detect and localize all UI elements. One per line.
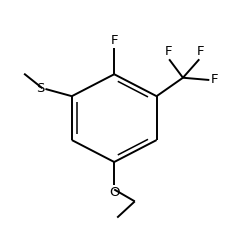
Text: F: F: [210, 74, 217, 86]
Text: F: F: [110, 34, 118, 47]
Text: F: F: [164, 45, 172, 58]
Text: F: F: [196, 45, 203, 58]
Text: S: S: [36, 83, 44, 95]
Text: O: O: [108, 186, 119, 199]
